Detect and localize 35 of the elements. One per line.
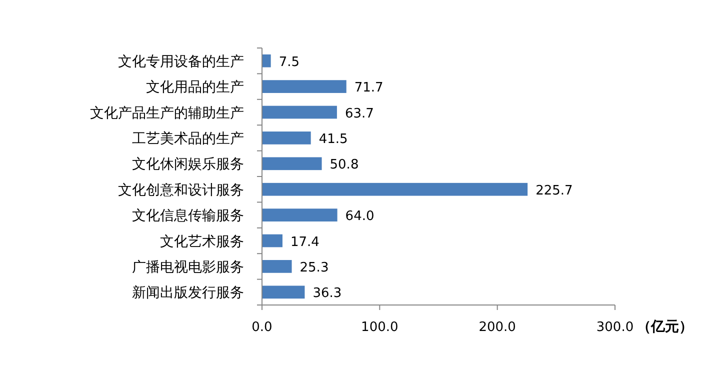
- data-label: 64.0: [345, 209, 374, 224]
- y-tick-label: 文化艺术服务: [160, 234, 244, 250]
- y-tick-label: 文化用品的生产: [146, 80, 244, 96]
- y-tick-label: 文化专用设备的生产: [118, 54, 244, 70]
- data-label: 50.8: [330, 158, 359, 173]
- y-tick-label: 广播电视电影服务: [132, 259, 244, 276]
- data-label: 17.4: [290, 234, 320, 250]
- y-tick-label: 文化产品生产的辅助生产: [90, 105, 244, 122]
- bar: [262, 106, 337, 119]
- y-tick-label: 文化创意和设计服务: [118, 182, 244, 198]
- bar: [262, 208, 338, 222]
- data-label: 225.7: [536, 183, 573, 198]
- x-tick-label: 0.0: [252, 320, 272, 335]
- bar: [262, 182, 528, 196]
- data-label: 7.5: [278, 54, 300, 70]
- y-tick-label: 新闻出版发行服务: [132, 285, 244, 302]
- bar: [262, 234, 282, 248]
- x-tick-label: 200.0: [478, 320, 516, 335]
- data-label: 71.7: [354, 80, 384, 96]
- x-tick-label: 300.0: [596, 320, 634, 335]
- y-tick-label: 文化信息传输服务: [132, 208, 244, 224]
- bar: [262, 80, 346, 93]
- data-label: 41.5: [318, 132, 348, 147]
- data-label: 25.3: [300, 260, 329, 276]
- x-tick-label: 100.0: [361, 320, 398, 335]
- data-label: 63.7: [344, 106, 374, 122]
- y-tick-label: 文化休闲娱乐服务: [132, 156, 244, 173]
- bar: [262, 260, 292, 273]
- bar: [262, 132, 311, 144]
- y-tick-label: 工艺美术品的生产: [132, 130, 244, 147]
- bar: [262, 157, 322, 170]
- x-axis-title: （亿元）: [637, 319, 693, 335]
- data-label: 36.3: [312, 286, 342, 302]
- bar: [262, 286, 305, 299]
- bar: [262, 54, 271, 68]
